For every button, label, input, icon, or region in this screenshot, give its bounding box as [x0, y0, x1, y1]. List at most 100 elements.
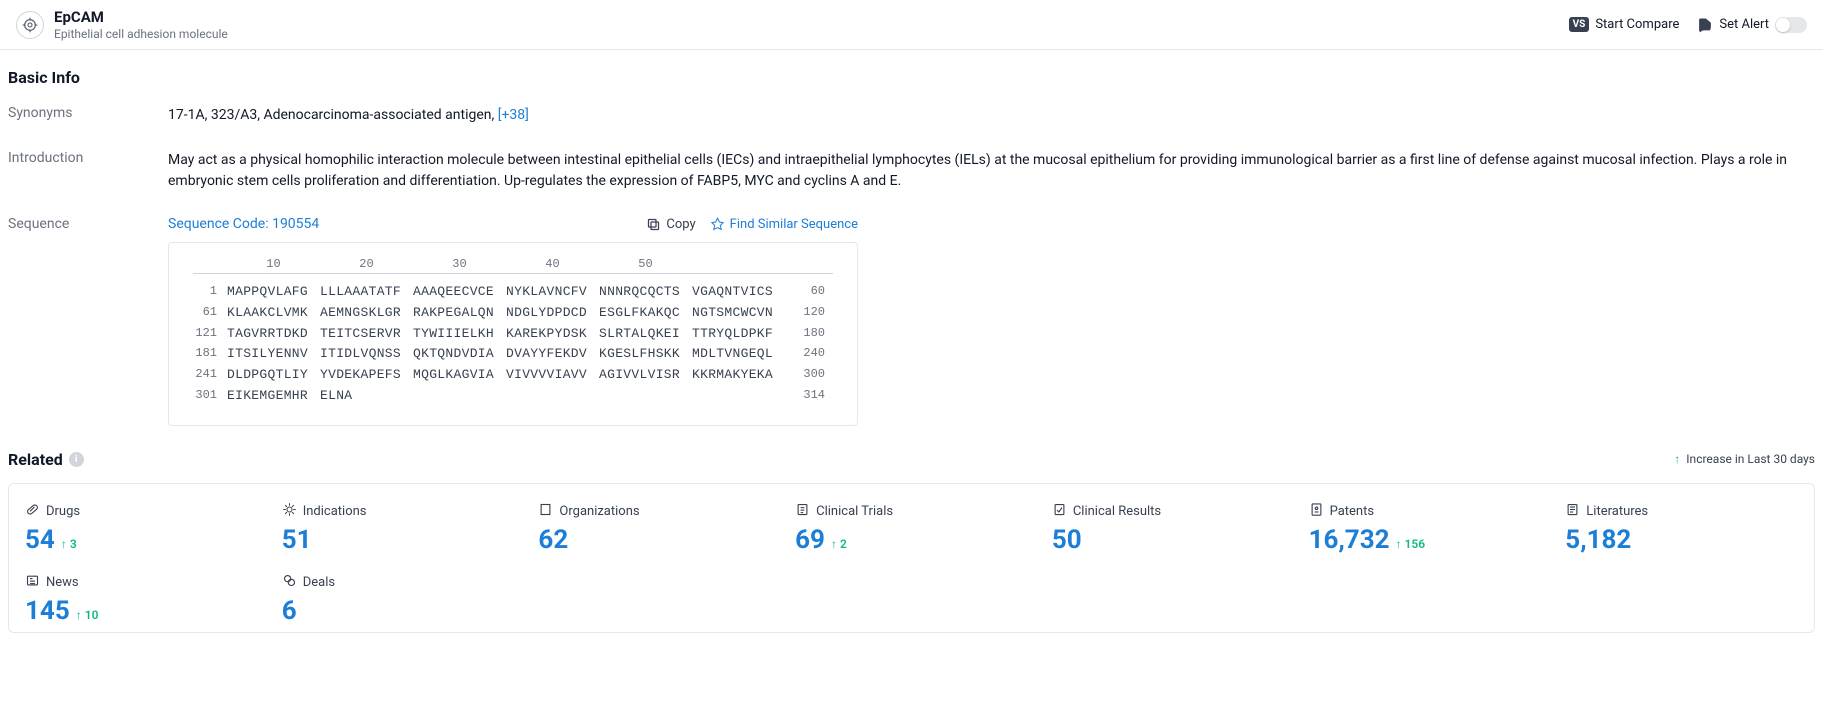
stat-value-row: 62	[538, 525, 779, 555]
literatures-icon	[1565, 502, 1580, 521]
sequence-line: 61KLAAKCLVMKAEMNGSKLGRRAKPEGALQNNDGLYDPD…	[193, 303, 833, 324]
stat-value-row: 54 ↑3	[25, 525, 266, 555]
stat-delta: ↑10	[76, 608, 99, 622]
stat-label-text: News	[46, 575, 79, 590]
sequence-label: Sequence	[8, 216, 168, 426]
sequence-chunk: TYWIIIELKH	[413, 324, 506, 345]
sequence-chunk: ELNA	[320, 386, 413, 407]
stat-delta: ↑3	[61, 537, 77, 551]
alert-icon	[1697, 17, 1713, 33]
find-similar-icon	[710, 217, 725, 232]
set-alert-button[interactable]: Set Alert	[1697, 17, 1807, 33]
header-titles: EpCAM Epithelial cell adhesion molecule	[54, 8, 1569, 41]
sequence-chunk: KKRMAKYEKA	[692, 365, 785, 386]
set-alert-label: Set Alert	[1719, 17, 1769, 32]
sequence-chunk: VGAQNTVICS	[692, 282, 785, 303]
stat-label-text: Deals	[303, 575, 335, 590]
sequence-row: Sequence Sequence Code: 190554 Copy	[8, 216, 1815, 426]
sequence-line: 181ITSILYENNVITIDLVQNSSQKTQNDVDIADVAYYFE…	[193, 344, 833, 365]
stat-label: Drugs	[25, 502, 266, 521]
sequence-chunk: NYKLAVNCFV	[506, 282, 599, 303]
copy-icon	[646, 217, 661, 232]
stat-value-row: 69↑2	[795, 525, 1036, 555]
ruler-20: 20	[320, 257, 413, 271]
sequence-chunk: ITIDLVQNSS	[320, 344, 413, 365]
sequence-chunk	[413, 386, 506, 407]
stat-label: Indications	[282, 502, 523, 521]
sequence-chunk	[506, 386, 599, 407]
find-similar-button[interactable]: Find Similar Sequence	[710, 217, 858, 232]
page-title: EpCAM	[54, 8, 1569, 26]
sequence-header: Sequence Code: 190554 Copy Find Similar …	[168, 216, 858, 232]
sequence-chunk: LLLAAATATF	[320, 282, 413, 303]
line-start: 181	[193, 344, 227, 365]
stat-value-row: 50	[1052, 525, 1293, 555]
sequence-chunk: TTRYQLDPKF	[692, 324, 785, 345]
news-icon	[25, 573, 40, 592]
ruler-50: 50	[599, 257, 692, 271]
sequence-container: Sequence Code: 190554 Copy Find Similar …	[168, 216, 858, 426]
sequence-chunk: AEMNGSKLGR	[320, 303, 413, 324]
stat-value: 5,182	[1565, 525, 1631, 555]
arrow-up-icon: ↑	[61, 537, 67, 551]
line-end: 300	[785, 365, 825, 386]
stat-label: Clinical Trials	[795, 502, 1036, 521]
stat-delta: ↑2	[831, 537, 847, 551]
stat-value: 6	[282, 596, 297, 626]
info-icon[interactable]: i	[69, 452, 84, 467]
stat-patents[interactable]: Patents16,732↑156	[1301, 502, 1550, 555]
drugs-icon	[25, 502, 40, 521]
sequence-chunk	[599, 386, 692, 407]
sequence-chunk: MDLTVNGEQL	[692, 344, 785, 365]
page-subtitle: Epithelial cell adhesion molecule	[54, 27, 1569, 41]
stat-label: Organizations	[538, 502, 779, 521]
sequence-chunk: ITSILYENNV	[227, 344, 320, 365]
stat-clinical-trials[interactable]: Clinical Trials 69↑2	[787, 502, 1036, 555]
alert-toggle[interactable]	[1775, 17, 1807, 33]
sequence-chunk	[692, 386, 785, 407]
sequence-chunk: NGTSMCWCVN	[692, 303, 785, 324]
organizations-icon	[538, 502, 553, 521]
stat-label-text: Clinical Results	[1073, 504, 1161, 519]
sequence-chunk: VIVVVVIAVV	[506, 365, 599, 386]
stat-clinical-results[interactable]: Clinical Results 50	[1044, 502, 1293, 555]
stat-value: 54	[25, 525, 55, 555]
start-compare-button[interactable]: VS Start Compare	[1569, 17, 1680, 32]
related-title-text: Related	[8, 450, 63, 469]
introduction-label: Introduction	[8, 150, 168, 192]
stat-drugs[interactable]: Drugs 54 ↑3	[17, 502, 266, 555]
line-start: 61	[193, 303, 227, 324]
synonyms-more-link[interactable]: [+38]	[498, 107, 529, 123]
stat-news[interactable]: News 145 ↑10	[17, 573, 266, 626]
stat-label: Deals	[282, 573, 523, 592]
stat-value-row: 16,732↑156	[1309, 525, 1550, 555]
stat-value-row: 5,182	[1565, 525, 1806, 555]
sequence-code-link[interactable]: Sequence Code: 190554	[168, 216, 319, 232]
stat-label-text: Clinical Trials	[816, 504, 893, 519]
stat-value: 145	[25, 596, 70, 626]
copy-button[interactable]: Copy	[646, 217, 695, 232]
stat-literatures[interactable]: Literatures 5,182	[1557, 502, 1806, 555]
sequence-actions: Copy Find Similar Sequence	[646, 217, 858, 232]
stat-label: Literatures	[1565, 502, 1806, 521]
sequence-chunk: NDGLYDPDCD	[506, 303, 599, 324]
sequence-chunk: EIKEMGEMHR	[227, 386, 320, 407]
stat-value-row: 145 ↑10	[25, 596, 266, 626]
line-end: 120	[785, 303, 825, 324]
sequence-chunk: MAPPQVLAFG	[227, 282, 320, 303]
legend-text: Increase in Last 30 days	[1686, 452, 1815, 466]
increase-legend: ↑ Increase in Last 30 days	[1674, 452, 1815, 466]
sequence-chunk: MQGLKAGVIA	[413, 365, 506, 386]
sequence-line: 241DLDPGQTLIYYVDEKAPEFSMQGLKAGVIAVIVVVVI…	[193, 365, 833, 386]
sequence-chunk: QKTQNDVDIA	[413, 344, 506, 365]
line-start: 241	[193, 365, 227, 386]
stat-organizations[interactable]: Organizations 62	[530, 502, 779, 555]
deals-icon	[282, 573, 297, 592]
synonyms-value: 17-1A, 323/A3, Adenocarcinoma-associated…	[168, 105, 1815, 126]
stat-value: 16,732	[1309, 525, 1390, 555]
line-end: 60	[785, 282, 825, 303]
indications-icon	[282, 502, 297, 521]
stat-indications[interactable]: Indications51	[274, 502, 523, 555]
stat-deals[interactable]: Deals 6	[274, 573, 523, 626]
sequence-chunk: KAREKPYDSK	[506, 324, 599, 345]
